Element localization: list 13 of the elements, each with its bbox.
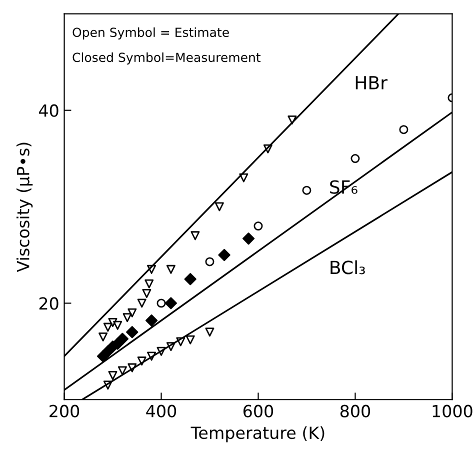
- y-tick-label: 40: [39, 104, 58, 117]
- annotation: Open Symbol = Estimate: [72, 27, 229, 40]
- x-axis-title: Temperature (K): [190, 426, 324, 442]
- x-tick-label: 400: [146, 404, 176, 418]
- x-tick-label: 800: [340, 404, 370, 418]
- x-tick-label: 600: [243, 404, 274, 418]
- series-label: BCl₃: [330, 260, 365, 274]
- x-tick-label: 1000: [432, 404, 472, 418]
- x-tick-label: 200: [50, 404, 80, 418]
- annotation: Closed Symbol=Measurement: [72, 52, 261, 65]
- y-axis-title: Viscosity (μP•s): [16, 142, 33, 272]
- y-tick-label: 20: [39, 297, 58, 310]
- series-label: HBr: [356, 76, 388, 90]
